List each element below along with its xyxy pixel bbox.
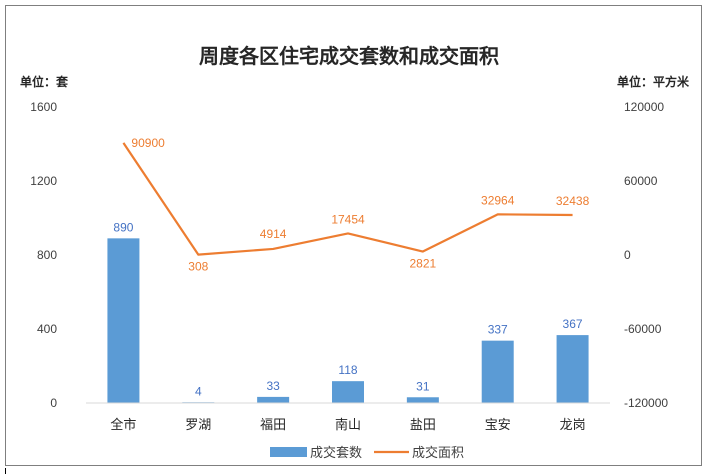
legend-bar-label: 成交套数: [310, 445, 362, 461]
series-line: [122, 142, 573, 256]
bar: [406, 397, 439, 403]
line-data-label: 17454: [331, 212, 365, 226]
bar-data-label: 118: [338, 363, 357, 377]
bar: [257, 396, 290, 403]
left-tick-label: 800: [37, 248, 57, 262]
right-tick-label: 60000: [624, 174, 658, 188]
line-data-label: 32438: [556, 194, 590, 208]
line-data-label: 4914: [260, 227, 287, 241]
right-tick-label: 0: [624, 248, 631, 262]
bar-series: 890 4 33 118 31 337 367: [107, 220, 589, 403]
right-axis-unit: 单位：平方米: [617, 74, 690, 89]
bar: [332, 381, 364, 403]
right-axis-ticks: -120000 -60000 0 60000 120000: [624, 100, 668, 410]
right-tick-label: -60000: [624, 322, 662, 336]
chart-frame: 周度各区住宅成交套数和成交面积 单位：套 单位：平方米 0 400 800 1200 1…: [5, 5, 702, 466]
bar-data-label: 890: [113, 220, 133, 234]
frame-edge-mark: [5, 468, 6, 474]
line-data-label: 32964: [481, 193, 515, 207]
left-axis-ticks: 0 400 800 1200 1600: [30, 100, 57, 410]
line-data-label: 2821: [410, 257, 437, 271]
bar: [107, 238, 140, 403]
legend-bar-swatch: [270, 447, 307, 457]
bar-data-label: 33: [266, 379, 280, 393]
chart-title: 周度各区住宅成交套数和成交面积: [199, 44, 499, 68]
chart-svg: 周度各区住宅成交套数和成交面积 单位：套 单位：平方米 0 400 800 1200 1…: [20, 44, 690, 461]
bar: [481, 340, 514, 403]
bar-data-label: 337: [488, 323, 508, 337]
left-tick-label: 1200: [30, 174, 57, 188]
category-label: 龙岗: [560, 418, 586, 433]
left-tick-label: 0: [50, 396, 57, 410]
line-data-label: 308: [188, 260, 208, 274]
bar-data-label: 367: [563, 317, 583, 331]
line-data-label: 90900: [131, 136, 165, 150]
right-tick-label: -120000: [624, 396, 668, 410]
category-label: 宝安: [485, 418, 511, 433]
category-labels: 全市 罗湖 福田 南山 盐田 宝安 龙岗: [110, 417, 585, 433]
category-label: 福田: [260, 418, 286, 433]
category-label: 全市: [110, 417, 136, 433]
bar-data-label: 31: [416, 379, 430, 393]
bar: [556, 335, 589, 403]
left-tick-label: 1600: [30, 100, 57, 114]
category-label: 罗湖: [185, 418, 211, 433]
legend-line-label: 成交面积: [412, 445, 464, 461]
left-axis-unit: 单位：套: [20, 74, 69, 89]
right-tick-label: 120000: [624, 100, 664, 114]
category-label: 盐田: [410, 418, 436, 433]
line-series: 90900 308 4914 17454 2821 32964 32438: [122, 136, 590, 274]
left-tick-label: 400: [37, 322, 57, 336]
category-label: 南山: [335, 417, 361, 433]
legend: 成交套数 成交面积: [270, 445, 464, 461]
bar-data-label: 4: [195, 384, 202, 398]
